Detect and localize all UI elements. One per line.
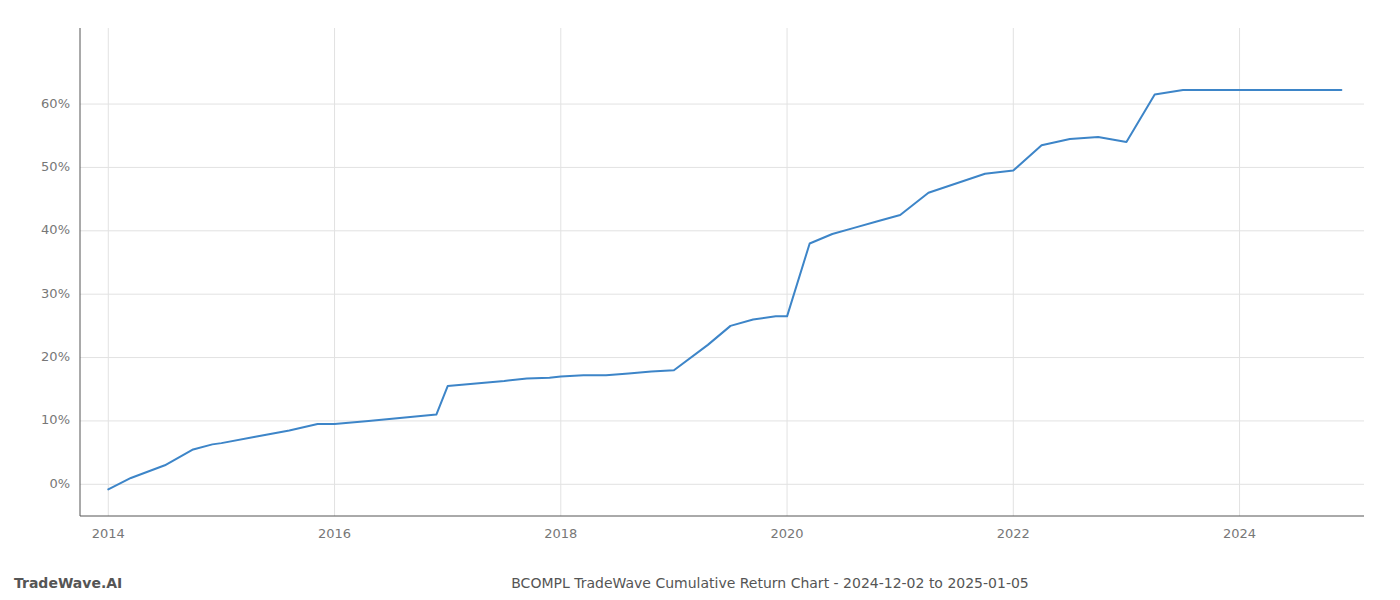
- y-grid-line: [80, 484, 1364, 485]
- y-tick-label: 50%: [41, 159, 70, 174]
- line: [108, 90, 1341, 489]
- x-tick-label: 2024: [1223, 526, 1256, 541]
- plot-area: [108, 90, 1341, 489]
- y-grid-line: [80, 230, 1364, 231]
- x-grid-line: [334, 28, 335, 516]
- chart: 0% 10% 20% 30% 40% 50% 60% 2014 2016 2018 2020 2022…: [0, 0, 1400, 600]
- x-grid-line: [1013, 28, 1014, 516]
- x-grid-line: [560, 28, 561, 516]
- y-tick-label: 60%: [41, 96, 70, 111]
- y-tick-label: 20%: [41, 349, 70, 364]
- y-axis-line: [80, 28, 81, 516]
- title: BCOMPL TradeWave Cumulative Return Chart…: [511, 575, 1029, 591]
- x-tick-label: 2022: [997, 526, 1030, 541]
- x-grid-line: [1239, 28, 1240, 516]
- y-grid-line: [80, 294, 1364, 295]
- y-grid-line: [80, 167, 1364, 168]
- y-tick-label: 0%: [49, 476, 70, 491]
- y-tick-label: 30%: [41, 286, 70, 301]
- x-axis-line: [80, 516, 1364, 517]
- x-grid-line: [108, 28, 109, 516]
- x-grid-line: [787, 28, 788, 516]
- x-tick-label: 2014: [92, 526, 125, 541]
- x-tick-label: 2016: [318, 526, 351, 541]
- grid: [80, 28, 1364, 516]
- y-grid-line: [80, 357, 1364, 358]
- y-grid-line: [80, 104, 1364, 105]
- y-tick-label: 10%: [41, 412, 70, 427]
- watermark: TradeWave.AI: [14, 575, 122, 591]
- y-grid-line: [80, 420, 1364, 421]
- axes: 0% 10% 20% 30% 40% 50% 60% 2014 2016 2018 2020 2022…: [41, 28, 1364, 541]
- y-tick-label: 40%: [41, 222, 70, 237]
- x-tick-label: 2020: [771, 526, 804, 541]
- x-tick-label: 2018: [544, 526, 577, 541]
